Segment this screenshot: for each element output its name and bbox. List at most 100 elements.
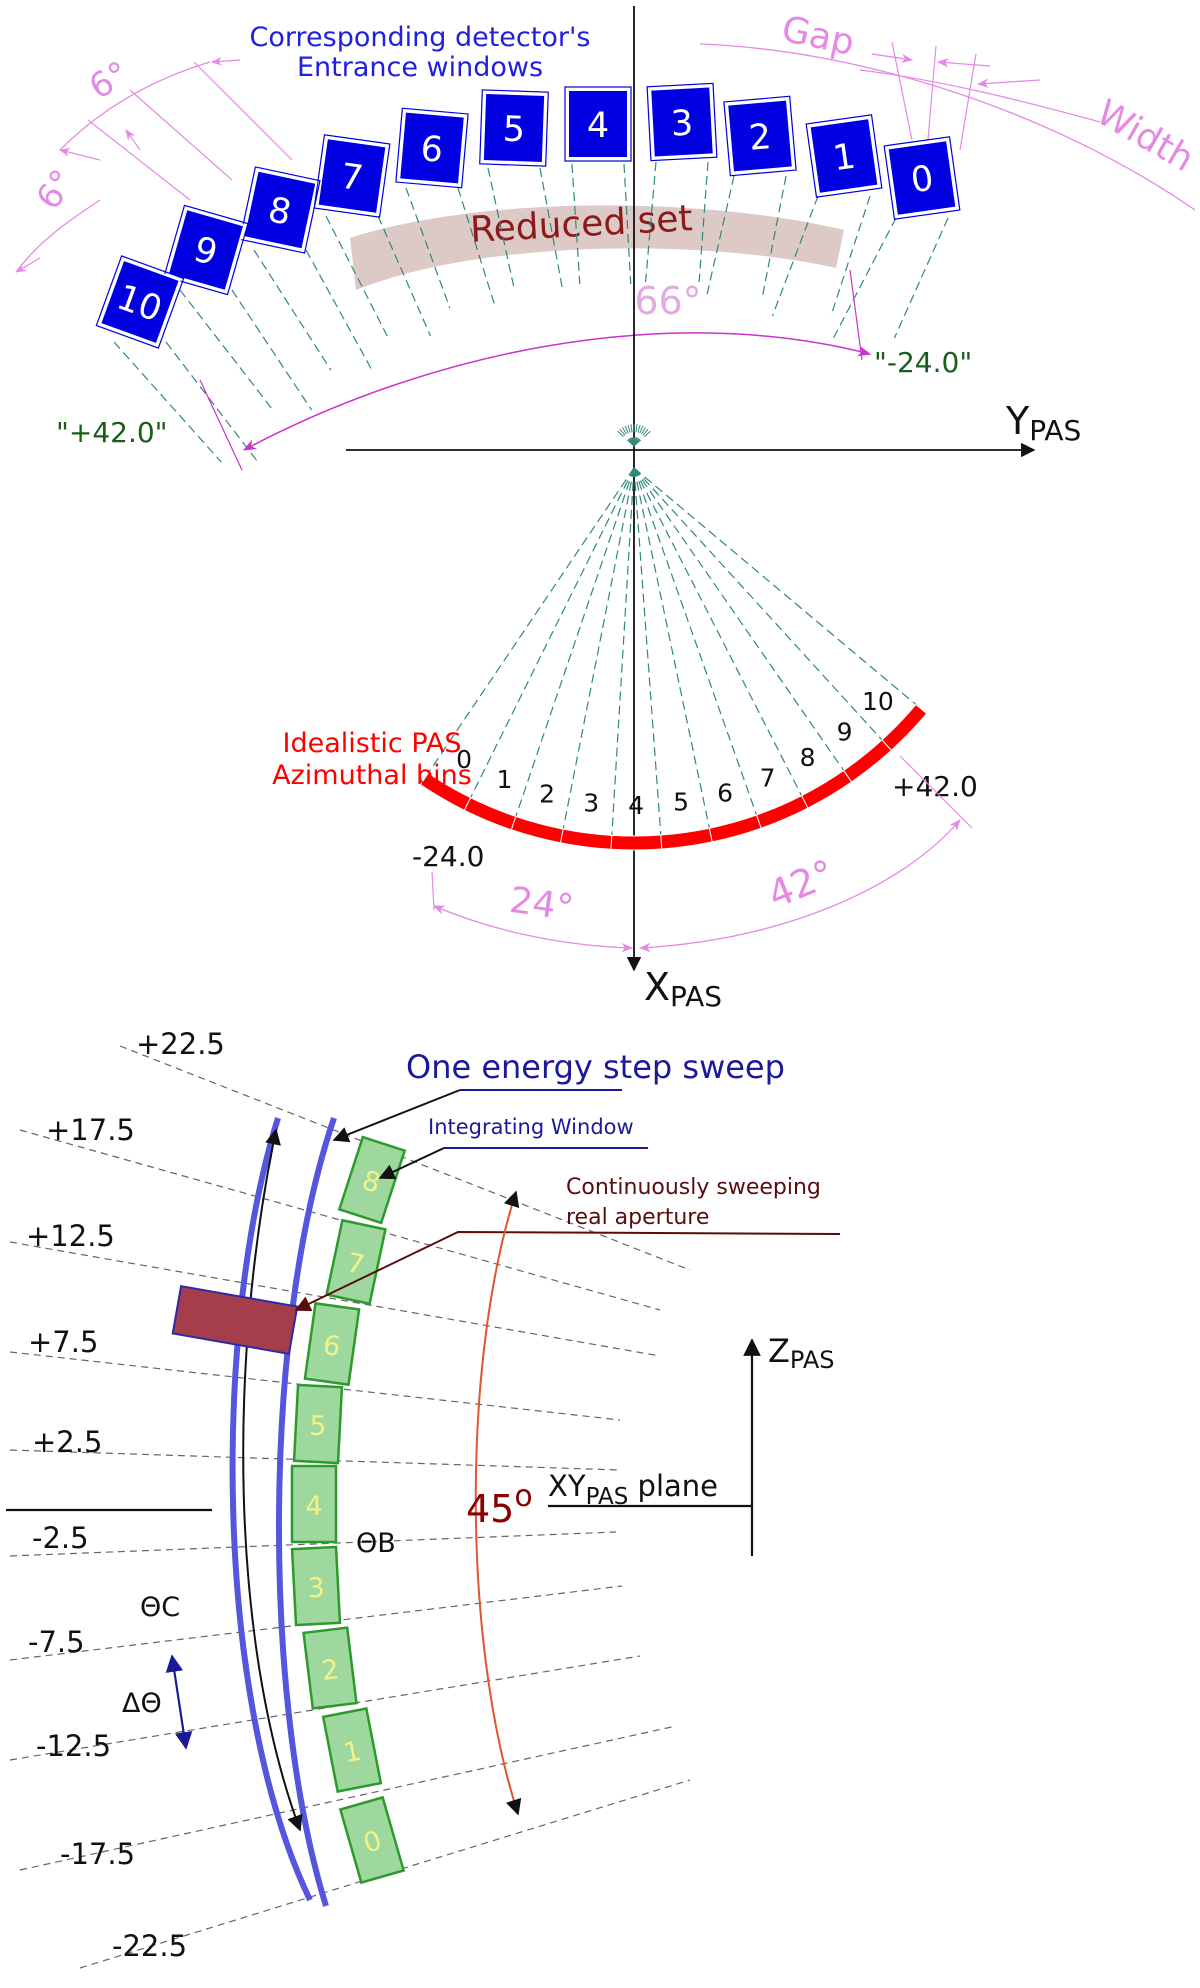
entrance-window-number: 4 <box>587 106 609 146</box>
entrance-window: 9 <box>163 204 249 296</box>
integrating-window: 7 <box>325 1218 387 1306</box>
bin-ray <box>633 467 713 841</box>
bin-ray <box>610 467 635 848</box>
angle-24-label: 24° <box>507 880 576 929</box>
azimuthal-bin <box>510 815 564 844</box>
integrating-window: 1 <box>321 1707 383 1793</box>
entrance-window-box <box>242 169 318 251</box>
integrating-window-number: 6 <box>321 1330 342 1363</box>
integrating-window: 8 <box>337 1135 407 1225</box>
entrance-window-ray <box>113 341 222 463</box>
entrance-window-number: 5 <box>502 110 526 151</box>
entrance-window: 1 <box>805 114 883 198</box>
theta-tick-label: -2.5 <box>32 1521 89 1555</box>
six-deg-line-a <box>87 119 191 201</box>
theta-c-label: ΘC <box>140 1592 180 1623</box>
integrating-window-number: 2 <box>320 1654 341 1687</box>
integrating-window-number: 1 <box>341 1736 364 1770</box>
span-end-line-right <box>849 269 863 361</box>
entrance-window-number: 1 <box>830 137 858 180</box>
origin-fan-tick <box>633 424 638 447</box>
entrance-window-frame <box>163 204 249 296</box>
angle-45-label: 45o <box>466 1479 533 1531</box>
theta-line <box>9 1585 623 1661</box>
integrating-window-box <box>325 1218 387 1306</box>
angle-24-guide <box>431 871 435 911</box>
entrance-window-box <box>567 89 629 159</box>
integrating-window-box <box>292 1383 344 1465</box>
bin-number: 6 <box>717 778 733 807</box>
theta-tick-label: -17.5 <box>60 1837 135 1871</box>
integrating-window: 3 <box>290 1545 342 1627</box>
six-deg-arc-lower <box>15 199 101 273</box>
angle-42-guide <box>899 755 973 829</box>
theta-tick-labels: +22.5 +17.5 +12.5 +7.5 +2.5 -2.5 -7.5 -12.5 -17.… <box>26 1027 225 1963</box>
entrance-window-box <box>481 91 547 165</box>
entrance-window-frame <box>395 107 469 189</box>
integrating-windows: 8 7 6 5 4 3 2 1 0 <box>290 1135 407 1885</box>
entrance-window-ray <box>623 163 632 285</box>
origin-fan-tick <box>624 425 635 447</box>
middle-section: Idealistic PAS Azimuthal bins 01 2 3 4 5 6789… <box>272 424 978 1013</box>
angle-24-arc <box>432 905 634 953</box>
entrance-window: 2 <box>723 95 797 177</box>
gap-width-arc-inner <box>859 69 1101 123</box>
integrating-window: 0 <box>338 1795 406 1885</box>
bin-ray <box>511 467 635 829</box>
integrating-window: 5 <box>292 1383 344 1465</box>
bin-ray <box>421 467 635 784</box>
azimuthal-bin <box>881 703 928 751</box>
bin-radial-lines <box>421 424 926 848</box>
gap-tick-2 <box>927 45 937 141</box>
entrance-window-box <box>98 258 182 346</box>
theta-b-label: ΘB <box>356 1528 396 1559</box>
aperture-pointer <box>294 1230 841 1311</box>
bin-number: 10 <box>862 687 894 716</box>
integrating-window-number: 4 <box>305 1491 322 1522</box>
azimuthal-bin <box>660 827 713 850</box>
azimuthal-bin <box>755 794 809 829</box>
integrating-window-box <box>338 1795 406 1885</box>
entrance-window-frame <box>883 136 961 220</box>
span-arc-66 <box>242 332 872 451</box>
windows-header-line-2: Entrance windows <box>297 52 543 83</box>
entrance-window: 7 <box>313 134 391 218</box>
sweeping-aperture <box>171 1284 299 1356</box>
theta-tick-label: +17.5 <box>46 1113 135 1147</box>
origin-fan-tick <box>633 428 649 447</box>
gap-arrow <box>871 53 914 64</box>
entrance-window-ray <box>571 163 581 285</box>
origin-fan-tick <box>633 427 647 447</box>
six-deg-arrow-upper-2 <box>210 56 241 66</box>
entrance-window: 0 <box>883 136 961 220</box>
bin-ray <box>633 467 926 713</box>
theta-tick-label: +2.5 <box>32 1425 102 1459</box>
entrance-window-number: 6 <box>419 129 445 171</box>
six-deg-label-upper: 6° <box>83 54 136 108</box>
theta-tick-label: -22.5 <box>112 1929 187 1963</box>
entrance-window-ray <box>165 341 259 463</box>
azimuthal-bin <box>610 834 663 851</box>
bin-number: 2 <box>539 780 555 809</box>
bin-number: 1 <box>496 765 512 794</box>
theta-line <box>19 1129 661 1311</box>
bin-number: 0 <box>456 745 472 774</box>
y-pas-axis-label: YPAS <box>1005 399 1081 447</box>
angle-45-arc <box>474 1190 522 1816</box>
origin-fan-tick <box>627 424 635 447</box>
gap-width-arc <box>699 43 1196 211</box>
right-limit-value: "-24.0" <box>874 346 972 379</box>
bin-ray <box>464 467 635 809</box>
entrance-window-box <box>649 85 715 159</box>
angle-42-arc <box>638 819 961 953</box>
entrance-window-ray <box>539 167 563 289</box>
integrating-window: 2 <box>302 1626 358 1710</box>
entrance-window: 10 <box>95 255 185 349</box>
azimuthal-bin <box>559 828 613 850</box>
integrating-window-box <box>337 1135 407 1225</box>
entrance-window: 3 <box>646 82 718 162</box>
entrance-window-frame <box>239 166 321 254</box>
windows-header-line-1: Corresponding detector's <box>250 22 591 53</box>
theta-line <box>9 1241 661 1357</box>
